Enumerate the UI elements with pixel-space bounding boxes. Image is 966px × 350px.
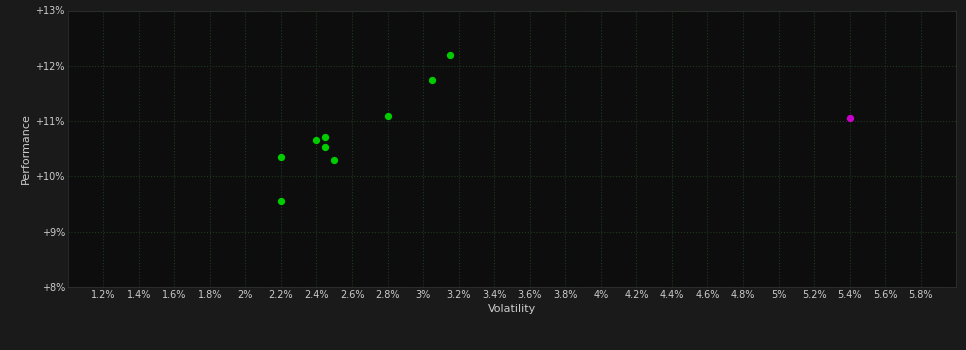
X-axis label: Volatility: Volatility xyxy=(488,304,536,314)
Point xyxy=(309,138,325,143)
Point xyxy=(273,154,289,160)
Point xyxy=(842,116,858,121)
Point xyxy=(327,157,342,163)
Y-axis label: Performance: Performance xyxy=(21,113,31,184)
Point xyxy=(380,113,395,118)
Point xyxy=(273,198,289,204)
Point xyxy=(318,134,333,139)
Point xyxy=(424,77,440,82)
Point xyxy=(442,52,458,57)
Point xyxy=(318,144,333,150)
